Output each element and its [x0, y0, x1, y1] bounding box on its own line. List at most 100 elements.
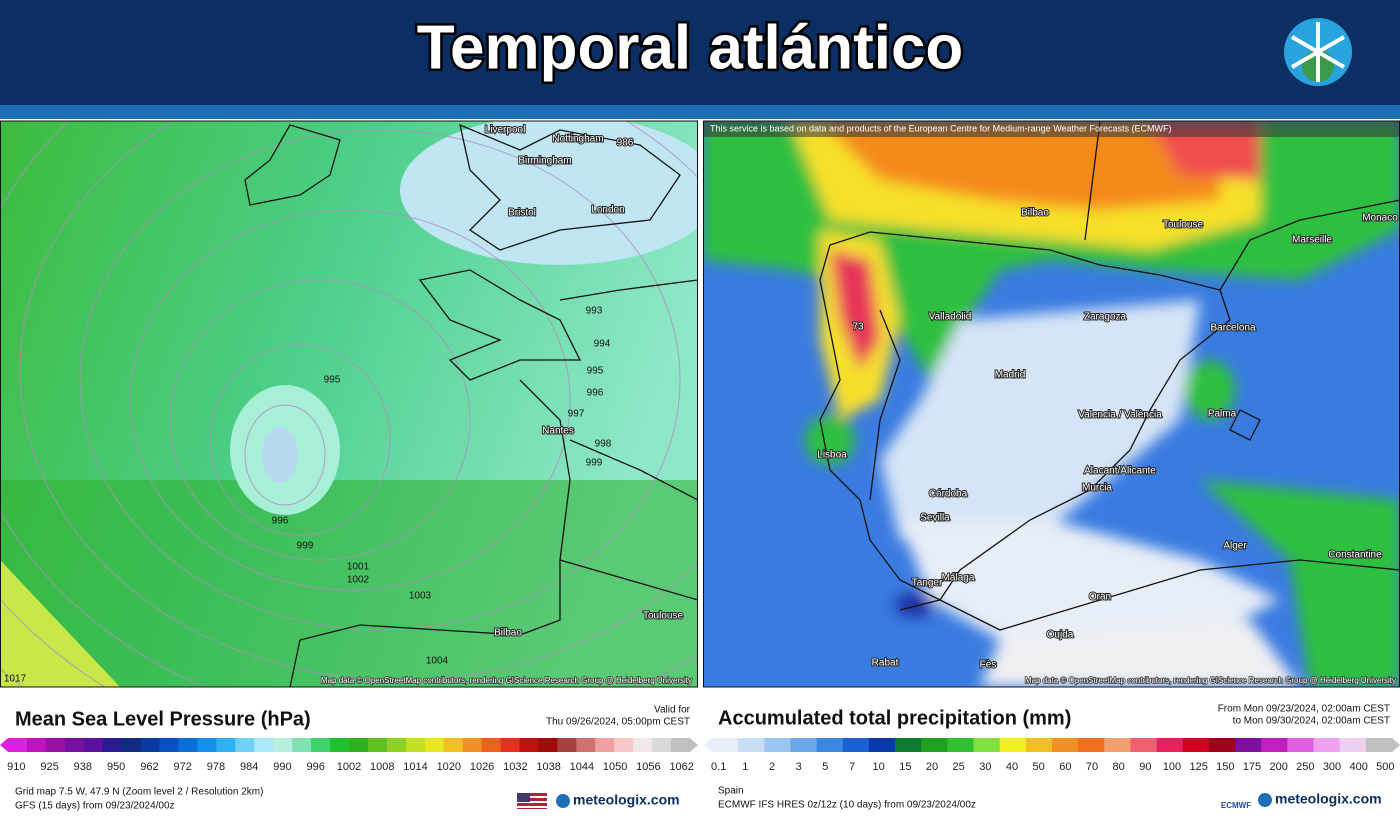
- city-label: Rabat: [872, 658, 899, 669]
- scale-label: 10: [873, 761, 885, 773]
- scale-swatch: [895, 738, 922, 752]
- isobar-label: 1002: [347, 575, 370, 586]
- scale-swatch: [424, 738, 445, 752]
- scale-label: 40: [1006, 761, 1018, 773]
- city-label: London: [591, 205, 624, 216]
- brand[interactable]: meteologix.com: [1275, 791, 1382, 807]
- precipitation-map: [703, 121, 1400, 687]
- scale-label: 300: [1323, 761, 1341, 773]
- city-label: Birmingham: [518, 156, 571, 167]
- disclaimer: This service is based on data and produc…: [710, 123, 1172, 133]
- isobar-label: 994: [594, 339, 611, 350]
- city-label: Valencia / València: [1078, 410, 1162, 421]
- scale-swatch: [102, 738, 123, 752]
- scale-swatch: [1130, 738, 1158, 752]
- isobar-label: 999: [297, 541, 314, 552]
- brand-icon: [1258, 793, 1272, 807]
- footer-text: Spain: [718, 786, 744, 797]
- period-to: to Mon 09/30/2024, 02:00am CEST: [1233, 716, 1390, 727]
- city-label: Bilbao: [1021, 208, 1049, 219]
- isobar-label: 996: [587, 388, 604, 399]
- city-label: Toulouse: [643, 611, 683, 622]
- city-label: Zaragoza: [1084, 312, 1127, 323]
- brand[interactable]: meteologix.com: [573, 792, 680, 808]
- isobar-label: 1001: [347, 562, 370, 573]
- scale-swatch: [519, 738, 539, 752]
- scale-swatch: [45, 738, 66, 752]
- scale-swatch: [1339, 738, 1367, 752]
- scale-swatch: [26, 738, 47, 752]
- scale-swatch: [1287, 738, 1315, 752]
- scale-label: 400: [1349, 761, 1367, 773]
- scale-swatch: [1365, 738, 1393, 752]
- scale-swatch: [140, 738, 161, 752]
- scale-swatch: [8, 738, 28, 752]
- map-frame: [0, 120, 698, 688]
- scale-label: 20: [926, 761, 938, 773]
- scale-swatch: [790, 738, 818, 752]
- city-label: Constantine: [1328, 550, 1382, 561]
- scale-swatch: [254, 738, 274, 752]
- scale-label: 175: [1243, 761, 1261, 773]
- scale-swatch: [349, 738, 369, 752]
- scale-label: 1062: [669, 761, 693, 773]
- scale-swatch: [671, 738, 691, 752]
- isobar-label: 1004: [426, 656, 449, 667]
- scale-label: 2: [769, 761, 775, 773]
- footer-text: ECMWF IFS HRES 0z/12z (10 days) from 09/…: [718, 800, 976, 811]
- scale-label: 984: [240, 761, 258, 773]
- isobar-label: 997: [568, 409, 585, 420]
- scale-label: 30: [979, 761, 991, 773]
- city-label: Nantes: [542, 426, 574, 437]
- valid-time: Thu 09/26/2024, 05:00pm CEST: [546, 717, 690, 728]
- brand-icon: [556, 794, 570, 808]
- scale-swatch: [481, 738, 502, 752]
- scale-swatch: [367, 738, 388, 752]
- scale-label: 1: [742, 761, 748, 773]
- city-label: Bristol: [508, 208, 536, 219]
- scale-swatch: [999, 738, 1027, 752]
- scale-label: 25: [953, 761, 965, 773]
- isobar-label: 1003: [409, 591, 432, 602]
- scale-swatch: [216, 738, 236, 752]
- pressure-map: [0, 121, 698, 687]
- scale-swatch: [712, 738, 739, 752]
- city-label: Liverpool: [485, 125, 526, 136]
- ecmwf-logo: ECMWF: [1221, 801, 1251, 810]
- scale-label: 1056: [636, 761, 660, 773]
- footer-text: Grid map 7.5 W, 47.9 N (Zoom level 2 / R…: [15, 787, 263, 798]
- footer-text: GFS (15 days) from 09/23/2024/00z: [15, 801, 175, 812]
- scale-label: 7: [849, 761, 855, 773]
- scale-swatch: [764, 738, 791, 752]
- scale-label: 5: [822, 761, 828, 773]
- city-label: Alger: [1223, 541, 1247, 552]
- scale-swatch: [738, 738, 765, 752]
- scale-swatch: [1052, 738, 1079, 752]
- scale-label: 90: [1139, 761, 1151, 773]
- scale-swatch: [64, 738, 85, 752]
- scale-swatch: [557, 738, 577, 752]
- panel-title: Mean Sea Level Pressure (hPa): [15, 708, 311, 730]
- scale-label: 15: [899, 761, 911, 773]
- city-label: Nottingham: [552, 134, 603, 145]
- scale-label: 0.1: [711, 761, 726, 773]
- scale-swatch: [1025, 738, 1053, 752]
- scale-label: 3: [796, 761, 802, 773]
- scale-label: 972: [173, 761, 191, 773]
- scale-arrow: [704, 738, 712, 752]
- city-label: Bilbao: [494, 628, 522, 639]
- valid-label: Valid for: [654, 705, 691, 716]
- city-label: Oujda: [1047, 630, 1074, 641]
- scale-swatch: [273, 738, 293, 752]
- city-label: Murcia: [1082, 483, 1112, 494]
- scale-label: 250: [1296, 761, 1314, 773]
- scale-swatch: [947, 738, 975, 752]
- scale-swatch: [652, 738, 672, 752]
- scale-swatch: [1208, 738, 1236, 752]
- scale-swatch: [842, 738, 870, 752]
- scale-arrow: [1392, 738, 1400, 752]
- city-label: Córdoba: [929, 489, 968, 500]
- city-label: Madrid: [995, 370, 1026, 381]
- city-label: 986: [617, 138, 634, 149]
